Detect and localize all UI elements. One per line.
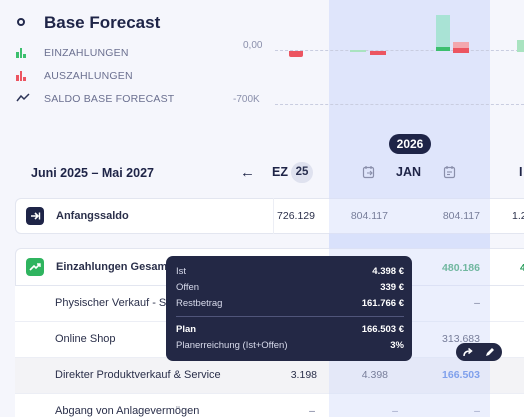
title-bullet-icon [17,18,25,26]
tooltip-row-ist: Ist 4.398 € [176,266,404,277]
tooltip-row-offen: Offen 339 € [176,282,404,293]
table-row-direkter-produktverkauf[interactable]: Direkter Produktverkauf & Service [15,358,524,394]
column-divider [273,198,274,234]
tooltip-key: Restbetrag [176,298,223,309]
tooltip-value: 4.398 € [372,266,404,277]
tooltip-row-planerreichung: Planerreichung (Ist+Offen) 3% [176,340,404,351]
line-chart-icon [16,93,30,102]
tooltip-value: 161.766 € [361,298,404,309]
tooltip-value: 339 € [380,282,404,293]
calendar-arrow-icon[interactable] [362,165,376,179]
green-bars-icon [16,48,28,58]
cell-jan-plan: 480.186 [442,262,480,274]
tooltip-key: Ist [176,266,187,277]
outflow-bar [289,51,303,57]
cell-prev: – [309,405,315,417]
trend-up-icon [26,258,44,276]
outflow-bar [453,42,469,50]
row-label: Online Shop [55,333,116,345]
arrow-left-icon[interactable]: ← [240,164,255,181]
tooltip-value: 3% [390,340,404,351]
bottom-gridline [275,104,524,105]
cell-jan-plan: – [474,405,480,417]
tooltip-divider [176,316,404,317]
inflow-bar [350,50,366,52]
legend-label: AUSZAHLUNGEN [44,70,133,82]
cell-prev: 726.129 [277,210,315,222]
inflow-bar [436,47,450,51]
legend-label: SALDO BASE FORECAST [44,93,175,105]
month-current-label[interactable]: JAN [396,165,422,179]
row-label: Anfangssaldo [56,210,129,222]
calendar-icon[interactable] [443,165,457,179]
cell-jan-plan: 313.683 [442,333,480,345]
tooltip-key: Planerreichung (Ist+Offen) [176,340,288,351]
month-next-label: I [519,165,523,179]
row-label: Abgang von Anlagevermögen [55,405,200,417]
page-title: Base Forecast [44,13,161,32]
red-bars-icon [16,71,28,81]
outflow-bar [453,48,469,53]
cell-next: 1.2 [512,210,524,222]
outflow-bar [370,51,386,55]
table-row-abgang-anlagevermoegen[interactable]: Abgang von Anlagevermögen [15,394,524,417]
month-prev-label: EZ [272,165,288,179]
cell-jan-plan: 804.117 [442,210,480,222]
tooltip-row-plan: Plan 166.503 € [176,324,404,335]
cell-jan-ist: 4.398 [361,369,388,381]
cell-actions [456,343,502,361]
cell-jan-plan[interactable]: 166.503 [442,369,480,381]
inflow-bar [517,40,524,52]
month-prev-badge[interactable]: 25 [291,162,313,183]
year-badge: 2026 [389,134,431,154]
cell-jan-plan: – [474,297,480,309]
inflow-bar [436,15,450,50]
cell-jan-ist: – [392,405,398,417]
forward-icon[interactable] [462,346,474,358]
cell-prev: 3.198 [290,369,317,381]
date-range[interactable]: Juni 2025 – Mai 2027 [31,166,154,180]
tooltip-value: 166.503 € [361,324,404,335]
cell-tooltip: Ist 4.398 € Offen 339 € Restbetrag 161.7… [166,256,412,361]
pencil-icon[interactable] [484,346,496,358]
tooltip-row-restbetrag: Restbetrag 161.766 € [176,298,404,309]
legend-label: EINZAHLUNGEN [44,47,129,59]
row-label: Einzahlungen Gesamt [56,261,171,273]
tooltip-key: Offen [176,282,200,293]
zero-gridline [275,50,524,51]
cell-next: 4 [520,262,524,274]
row-label: Physischer Verkauf - S [55,297,167,309]
cell-jan-ist: 804.117 [350,210,388,222]
axis-label-zero: 0,00 [243,40,263,51]
row-label: Direkter Produktverkauf & Service [55,369,221,381]
tooltip-key: Plan [176,324,197,335]
axis-label-bottom: -700K [233,94,260,105]
enter-arrow-icon [26,207,44,225]
table-row-anfangssaldo[interactable]: Anfangssaldo [15,198,524,234]
